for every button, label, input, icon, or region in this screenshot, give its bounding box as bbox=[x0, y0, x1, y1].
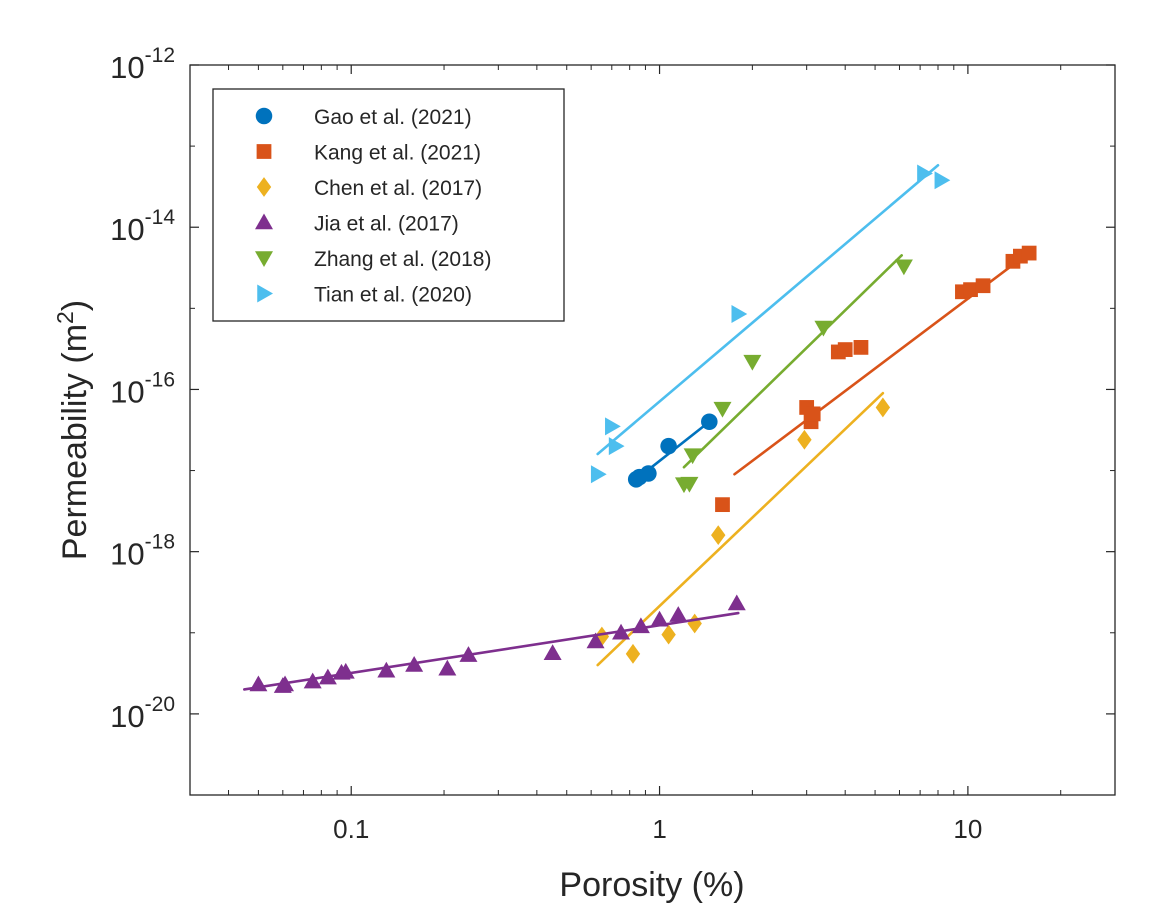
series-gao-et-al-2021 bbox=[627, 413, 718, 488]
y-tick-label: 10-12 bbox=[110, 44, 175, 85]
legend-item: Kang et al. (2021) bbox=[256, 142, 481, 165]
data-point bbox=[917, 164, 933, 183]
data-point bbox=[336, 662, 355, 679]
fit-line bbox=[596, 391, 885, 667]
data-point bbox=[661, 624, 676, 645]
data-point bbox=[963, 282, 978, 298]
y-tick-label: 10-18 bbox=[110, 531, 175, 572]
chart-marks bbox=[242, 163, 1037, 693]
data-point bbox=[405, 656, 424, 672]
y-tick-label: 10-16 bbox=[110, 368, 175, 409]
data-point bbox=[797, 429, 812, 450]
data-point bbox=[1021, 245, 1037, 261]
data-point bbox=[640, 465, 657, 482]
data-point bbox=[853, 340, 869, 355]
y-axis-label-sup: 2 bbox=[52, 311, 78, 324]
data-point bbox=[894, 259, 913, 276]
data-point bbox=[590, 465, 607, 484]
data-point bbox=[625, 643, 641, 664]
series-chen-et-al-2017 bbox=[594, 391, 891, 667]
data-point bbox=[669, 606, 688, 622]
x-tick-label: 1 bbox=[652, 814, 666, 844]
legend-label: Zhang et al. (2018) bbox=[314, 248, 491, 271]
data-point bbox=[631, 617, 650, 634]
series-kang-et-al-2021 bbox=[715, 245, 1037, 513]
data-point bbox=[731, 305, 748, 324]
data-point bbox=[715, 497, 730, 513]
series-zhang-et-al-2018 bbox=[674, 254, 913, 494]
data-point bbox=[543, 644, 562, 660]
y-axis-label-base: Permeability (m bbox=[56, 324, 94, 560]
legend-item: Gao et al. (2021) bbox=[255, 106, 472, 129]
legend-label: Tian et al. (2020) bbox=[314, 284, 472, 307]
data-point bbox=[276, 675, 295, 692]
data-point bbox=[318, 668, 337, 685]
legend-label: Jia et al. (2017) bbox=[314, 213, 459, 236]
axis-ticks: 0.1 1 10 10-20 10-18 10-16 10-14 10-12 bbox=[110, 44, 1115, 844]
legend: Gao et al. (2021) Kang et al. (2021) Chen … bbox=[212, 88, 565, 322]
data-point bbox=[249, 675, 268, 692]
plot-frame bbox=[189, 64, 1116, 796]
legend-label: Kang et al. (2021) bbox=[314, 142, 481, 165]
legend-marker bbox=[255, 251, 273, 267]
series-tian-et-al-2020 bbox=[590, 163, 951, 484]
data-point bbox=[743, 354, 762, 371]
x-tick-label: 0.1 bbox=[333, 814, 369, 844]
data-point bbox=[303, 672, 322, 689]
y-axis-label-close: ) bbox=[56, 300, 94, 311]
legend-marker bbox=[257, 284, 273, 303]
data-point bbox=[608, 437, 625, 456]
data-point bbox=[660, 437, 677, 455]
legend-item: Chen et al. (2017) bbox=[256, 177, 482, 200]
data-point bbox=[650, 610, 669, 627]
y-axis-label: Permeability (m2) bbox=[52, 300, 94, 560]
data-point bbox=[605, 417, 621, 436]
legend-marker bbox=[256, 177, 272, 197]
y-tick-label: 10-20 bbox=[110, 693, 175, 734]
data-point bbox=[837, 342, 853, 357]
data-point bbox=[683, 448, 702, 465]
legend-marker bbox=[255, 213, 273, 230]
data-point bbox=[727, 594, 746, 611]
data-point bbox=[711, 525, 726, 546]
data-point bbox=[814, 320, 833, 337]
fit-line bbox=[682, 254, 903, 469]
data-point bbox=[701, 413, 718, 431]
data-point bbox=[934, 171, 951, 190]
data-point bbox=[377, 661, 396, 678]
data-point bbox=[680, 476, 699, 493]
legend-label: Chen et al. (2017) bbox=[314, 177, 482, 200]
data-point bbox=[975, 278, 991, 294]
fit-line bbox=[596, 163, 940, 456]
data-point bbox=[586, 632, 605, 649]
legend-marker bbox=[256, 144, 272, 159]
legend-item: Tian et al. (2020) bbox=[257, 284, 472, 307]
data-point bbox=[805, 406, 821, 422]
x-axis-label: Porosity (%) bbox=[559, 866, 744, 904]
data-point bbox=[875, 397, 891, 418]
data-point bbox=[713, 401, 732, 418]
legend-box bbox=[212, 88, 565, 322]
legend-item: Jia et al. (2017) bbox=[255, 213, 459, 236]
x-tick-label: 10 bbox=[953, 814, 982, 844]
legend-item: Zhang et al. (2018) bbox=[255, 248, 491, 271]
data-point bbox=[612, 623, 631, 640]
data-point bbox=[438, 659, 457, 676]
data-point bbox=[459, 646, 478, 662]
legend-marker bbox=[255, 107, 273, 125]
y-tick-label: 10-14 bbox=[110, 206, 175, 247]
series-jia-et-al-2017 bbox=[242, 594, 746, 693]
data-point bbox=[687, 613, 702, 634]
legend-label: Gao et al. (2021) bbox=[314, 106, 472, 129]
